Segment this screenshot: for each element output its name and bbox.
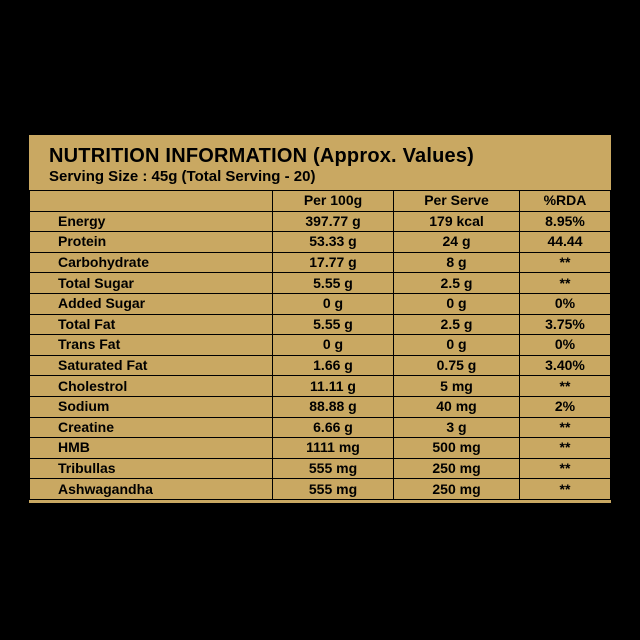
- nutrient-value: **: [519, 251, 611, 274]
- nutrition-panel: NUTRITION INFORMATION (Approx. Values) S…: [28, 134, 612, 504]
- nutrient-value: 1.66 g: [272, 354, 394, 377]
- table-row: Tribullas 555 mg 250 mg **: [29, 457, 611, 480]
- nutrient-value: 179 kcal: [393, 210, 520, 233]
- nutrient-name: Carbohydrate: [29, 251, 273, 274]
- nutrient-value: 250 mg: [393, 457, 520, 480]
- nutrient-name: Sodium: [29, 395, 273, 418]
- nutrient-name: Saturated Fat: [29, 354, 273, 377]
- table-row: HMB 1111 mg 500 mg **: [29, 437, 611, 459]
- table-row: Total Fat 5.55 g 2.5 g 3.75%: [29, 313, 611, 336]
- nutrient-value: 3.75%: [519, 313, 611, 336]
- nutrient-name: HMB: [29, 437, 273, 459]
- nutrient-value: 5.55 g: [272, 313, 394, 336]
- nutrient-value: **: [519, 437, 611, 459]
- nutrient-name: Cholestrol: [29, 375, 273, 397]
- nutrient-value: **: [519, 375, 611, 397]
- nutrient-value: 0 g: [393, 334, 520, 356]
- nutrient-value: 0%: [519, 334, 611, 356]
- nutrient-name: Ashwagandha: [29, 478, 273, 500]
- nutrient-value: 3 g: [393, 416, 520, 439]
- nutrient-name: Added Sugar: [29, 292, 273, 315]
- column-header: Per 100g: [272, 190, 394, 212]
- nutrient-value: 500 mg: [393, 437, 520, 459]
- table-row: Ashwagandha 555 mg 250 mg **: [29, 478, 611, 500]
- nutrient-value: 555 mg: [272, 478, 394, 500]
- nutrient-value: 24 g: [393, 231, 520, 253]
- column-header: Per Serve: [393, 190, 520, 212]
- nutrient-value: **: [519, 272, 611, 294]
- nutrient-name: Total Fat: [29, 313, 273, 336]
- nutrient-name: Creatine: [29, 416, 273, 439]
- nutrient-name: Protein: [29, 231, 273, 253]
- nutrient-value: 397.77 g: [272, 210, 394, 233]
- nutrient-value: **: [519, 457, 611, 480]
- nutrient-name: Trans Fat: [29, 334, 273, 356]
- nutrient-value: 1111 mg: [272, 437, 394, 459]
- nutrient-name: Energy: [29, 210, 273, 233]
- subtitle: Serving Size : 45g (Total Serving - 20): [49, 168, 316, 185]
- nutrient-name: Total Sugar: [29, 272, 273, 294]
- nutrient-value: 88.88 g: [272, 395, 394, 418]
- table-body: Energy 397.77 g 179 kcal 8.95% Protein 53.33 …: [29, 210, 611, 500]
- table-row: Energy 397.77 g 179 kcal 8.95%: [29, 210, 611, 233]
- column-header: %RDA: [519, 190, 611, 212]
- nutrient-value: 0 g: [272, 292, 394, 315]
- nutrient-value: 6.66 g: [272, 416, 394, 439]
- nutrient-value: 8.95%: [519, 210, 611, 233]
- nutrient-value: 17.77 g: [272, 251, 394, 274]
- nutrient-value: 40 mg: [393, 395, 520, 418]
- nutrient-value: 0 g: [393, 292, 520, 315]
- nutrient-name: Tribullas: [29, 457, 273, 480]
- table-row: Protein 53.33 g 24 g 44.44: [29, 231, 611, 253]
- nutrient-value: **: [519, 416, 611, 439]
- nutrient-value: 5.55 g: [272, 272, 394, 294]
- nutrient-value: 53.33 g: [272, 231, 394, 253]
- nutrient-value: 0 g: [272, 334, 394, 356]
- nutrient-value: 2.5 g: [393, 272, 520, 294]
- nutrient-value: 11.11 g: [272, 375, 394, 397]
- nutrient-value: 8 g: [393, 251, 520, 274]
- nutrient-value: 2.5 g: [393, 313, 520, 336]
- nutrient-value: 44.44: [519, 231, 611, 253]
- header-cell: [29, 190, 273, 212]
- header-row: Per 100g Per Serve %RDA: [29, 190, 611, 212]
- nutrient-value: 0.75 g: [393, 354, 520, 377]
- nutrient-value: 2%: [519, 395, 611, 418]
- nutrient-value: 3.40%: [519, 354, 611, 377]
- nutrient-value: 0%: [519, 292, 611, 315]
- nutrition-table: Per 100g Per Serve %RDA Energy 397.77 g 179 …: [29, 190, 611, 500]
- nutrient-value: **: [519, 478, 611, 500]
- table-row: Saturated Fat 1.66 g 0.75 g 3.40%: [29, 354, 611, 377]
- nutrient-value: 5 mg: [393, 375, 520, 397]
- table-row: Total Sugar 5.55 g 2.5 g **: [29, 272, 611, 294]
- title: NUTRITION INFORMATION (Approx. Values): [49, 145, 475, 167]
- table-row: Sodium 88.88 g 40 mg 2%: [29, 395, 611, 418]
- nutrient-value: 250 mg: [393, 478, 520, 500]
- nutrient-value: 555 mg: [272, 457, 394, 480]
